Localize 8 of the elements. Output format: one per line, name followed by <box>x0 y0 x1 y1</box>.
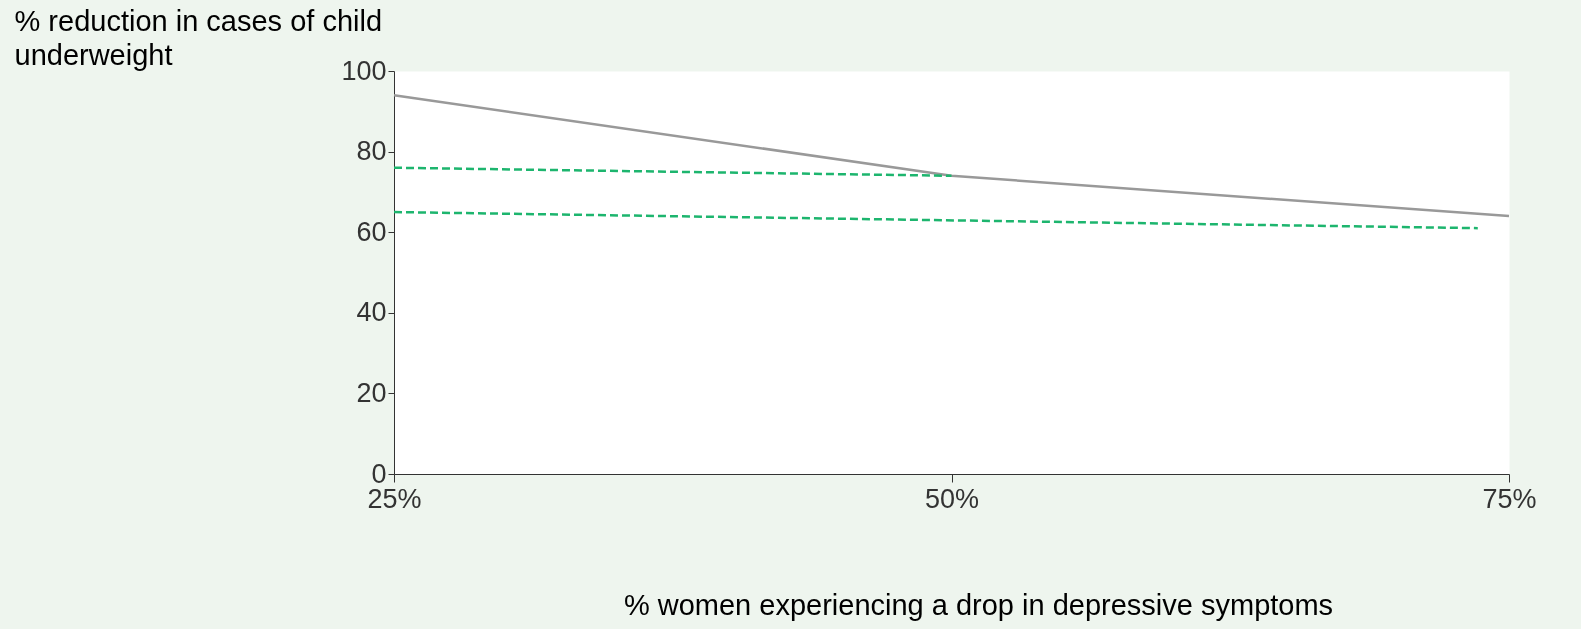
x-tick-label: 75% <box>1482 483 1537 514</box>
y-tick-label: 60 <box>356 216 387 247</box>
y-tick-label: 40 <box>356 297 387 328</box>
x-axis-title: % women experiencing a drop in depressive symptoms <box>623 588 1334 621</box>
y-tick-label: 20 <box>356 377 387 408</box>
y-tick-label: 80 <box>356 136 387 167</box>
x-tick-label: 50% <box>924 483 980 514</box>
y-tick-label: 100 <box>341 55 387 86</box>
